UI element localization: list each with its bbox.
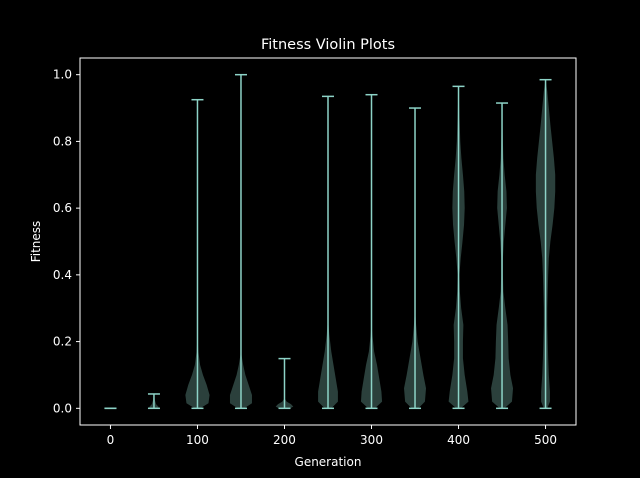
x-axis-label: Generation — [295, 455, 362, 469]
y-axis: 0.0 0.2 0.4 0.6 0.8 1.0 — [53, 68, 80, 415]
x-tick-label: 500 — [534, 433, 557, 447]
y-tick-label: 0.6 — [53, 201, 72, 215]
plot-frame — [79, 57, 577, 426]
y-axis-label: Fitness — [29, 221, 43, 263]
x-axis: 0 100 200 300 400 500 — [107, 425, 557, 447]
x-tick-label: 300 — [360, 433, 383, 447]
violins-layer — [104, 73, 556, 410]
chart-title: Fitness Violin Plots — [261, 37, 395, 53]
violin-gen-450 — [491, 102, 514, 410]
y-tick-label: 1.0 — [53, 68, 72, 82]
x-tick-label: 400 — [447, 433, 470, 447]
violin-gen-50 — [147, 393, 160, 410]
violin-gen-150 — [229, 73, 252, 410]
violin-gen-200 — [275, 357, 294, 410]
violin-gen-400 — [448, 85, 469, 410]
y-tick-label: 0.2 — [53, 335, 72, 349]
x-tick-label: 100 — [186, 433, 209, 447]
y-tick-label: 0.4 — [53, 268, 72, 282]
violin-gen-500 — [535, 78, 556, 410]
violin-gen-300 — [360, 93, 383, 410]
x-tick-label: 0 — [107, 433, 115, 447]
x-tick-label: 200 — [273, 433, 296, 447]
violin-gen-250 — [318, 95, 338, 410]
y-tick-label: 0.0 — [53, 401, 72, 415]
violin-gen-100 — [185, 98, 210, 410]
y-tick-label: 0.8 — [53, 134, 72, 148]
violin-gen-350 — [404, 107, 427, 410]
